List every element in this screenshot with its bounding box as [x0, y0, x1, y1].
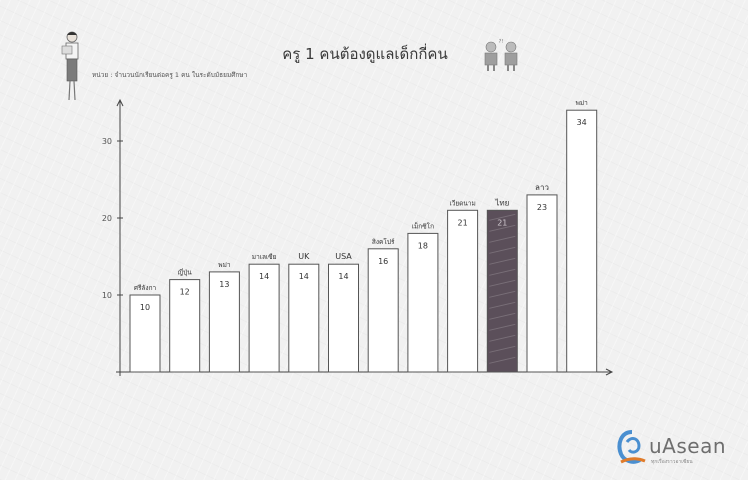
bar-texture-stroke	[489, 356, 516, 364]
bar	[288, 263, 320, 373]
uasean-logo-icon	[617, 430, 646, 464]
bar-category-label: เวียดนาม	[449, 199, 475, 207]
y-tick-label: 20	[102, 214, 112, 223]
bar-value-label: 18	[418, 241, 428, 250]
x-axis-arrow	[605, 368, 614, 376]
two-children-icon: ?!	[484, 39, 518, 71]
bar-texture-stroke	[489, 224, 516, 232]
bar	[208, 271, 240, 373]
bar	[328, 263, 359, 373]
y-tick-label: 10	[102, 291, 112, 300]
bar-texture-stroke	[489, 257, 516, 265]
bar-category-label: ลาว	[535, 183, 549, 192]
bar	[129, 294, 161, 373]
bar-texture-stroke	[489, 345, 516, 353]
bar-value-label: 10	[140, 303, 150, 312]
bar-texture-stroke	[489, 268, 516, 276]
unit-note: หน่วย : จำนวนนักเรียนต่อครู 1 คน ในระดับ…	[92, 71, 248, 79]
bar-highlight	[486, 209, 518, 373]
bar-category-label: ศรีลังกา	[134, 284, 157, 292]
bar-value-label: 14	[338, 272, 348, 281]
bar-texture-stroke	[489, 301, 516, 309]
bar	[526, 194, 558, 373]
bar-category-label: พม่า	[218, 261, 231, 269]
uasean-logo: uAsean ทุกเรื่องราวอาเซียน	[615, 428, 735, 472]
bar-value-label: 16	[378, 257, 388, 266]
bar-texture-stroke	[489, 312, 516, 320]
bar-category-label: USA	[335, 252, 352, 261]
bar	[566, 109, 598, 373]
bar-value-label: 23	[537, 203, 547, 212]
bar	[447, 209, 479, 373]
chart-title: ครู 1 คนต้องดูแลเด็กกี่คน	[282, 45, 448, 63]
bar-category-label: UK	[298, 252, 310, 261]
bar-category-label: ญี่ปุ่น	[178, 268, 193, 277]
bar	[367, 248, 399, 373]
logo-text: uAsean	[649, 434, 727, 458]
bar-category-label: พม่า	[576, 99, 589, 107]
bar-texture-stroke	[489, 235, 516, 243]
bar-value-label: 14	[259, 272, 269, 281]
bar	[248, 263, 280, 373]
bar-texture-stroke	[489, 279, 516, 287]
bar-texture-stroke	[489, 334, 516, 342]
y-axis-arrow	[116, 98, 124, 107]
bar-texture-stroke	[489, 323, 516, 331]
bar-value-label: 21	[458, 218, 468, 227]
teacher-with-book-icon	[61, 31, 79, 101]
bar-texture-stroke	[489, 290, 516, 298]
chart-bars: 10 ศรีลังกา 12 ญี่ปุ่น 13 พม่า 14 มาเลเซีย 14 UK 1…	[129, 99, 598, 373]
bar-value-label: 12	[180, 288, 190, 297]
bar	[169, 279, 201, 373]
bar-category-label: มาเลเซีย	[252, 253, 277, 261]
bar-category-label: สิงคโปร์	[372, 238, 395, 246]
bar-category-label: ไทย	[494, 198, 509, 207]
svg-text:?!: ?!	[499, 39, 504, 45]
bar-value-label: 21	[497, 218, 507, 227]
y-tick-label: 30	[102, 137, 112, 146]
bar-value-label: 34	[577, 118, 587, 127]
bar-texture-stroke	[489, 213, 516, 221]
bar-value-label: 14	[299, 272, 309, 281]
bar-category-label: เม็กซิโก	[412, 221, 434, 230]
logo-subtitle: ทุกเรื่องราวอาเซียน	[651, 459, 693, 465]
bar-value-label: 13	[219, 280, 229, 289]
bar	[407, 232, 439, 373]
bar-texture-stroke	[489, 246, 516, 254]
